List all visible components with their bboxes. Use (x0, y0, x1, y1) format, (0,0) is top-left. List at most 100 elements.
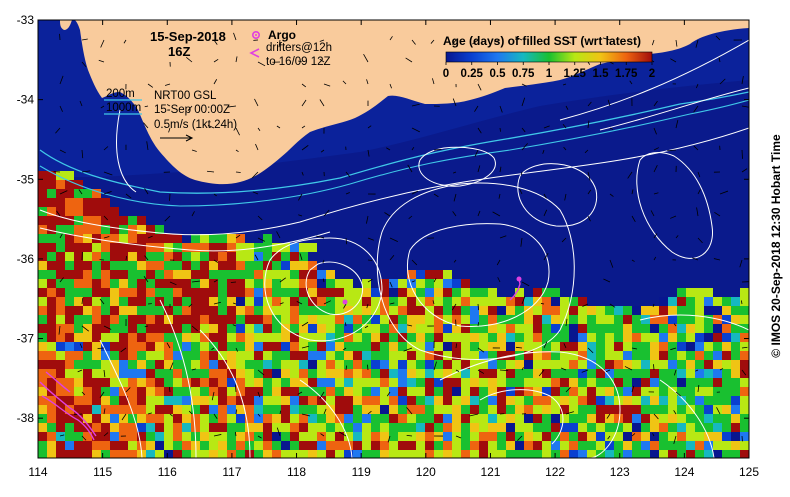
sst-age-cell (722, 297, 731, 306)
sst-age-cell (308, 441, 317, 450)
sst-age-cell (695, 396, 704, 405)
sst-age-cell (326, 351, 335, 360)
sst-age-cell (524, 360, 533, 369)
sst-age-cell (299, 441, 308, 450)
sst-age-cell (308, 306, 317, 315)
sst-age-cell (110, 297, 119, 306)
sst-age-cell (128, 369, 137, 378)
sst-age-cell (164, 297, 173, 306)
sst-age-cell (92, 306, 101, 315)
sst-age-cell (155, 360, 164, 369)
sst-age-cell (137, 234, 146, 243)
sst-age-cell (299, 279, 308, 288)
argo-label: Argo (268, 28, 296, 42)
sst-age-cell (326, 360, 335, 369)
sst-age-cell (92, 324, 101, 333)
sst-age-cell (290, 360, 299, 369)
sst-age-cell (641, 351, 650, 360)
lon-tick-label: 124 (674, 465, 694, 479)
sst-age-cell (164, 270, 173, 279)
map-date: 15-Sep-2018 (150, 29, 226, 44)
sst-age-cell (434, 297, 443, 306)
sst-age-cell (641, 306, 650, 315)
sst-age-cell (623, 432, 632, 441)
sst-age-cell (470, 324, 479, 333)
sst-age-cell (272, 414, 281, 423)
sst-age-cell (731, 432, 740, 441)
sst-age-cell (326, 387, 335, 396)
sst-age-cell (236, 270, 245, 279)
colorbar-tick-label: 1 (546, 68, 553, 80)
sst-age-cell (524, 315, 533, 324)
lat-tick-label: -34 (17, 93, 35, 107)
sst-age-cell (137, 414, 146, 423)
sst-age-cell (713, 441, 722, 450)
sst-age-cell (614, 405, 623, 414)
sst-age-cell (407, 378, 416, 387)
sst-age-cell (119, 216, 128, 225)
sst-age-cell (344, 387, 353, 396)
sst-age-cell (371, 432, 380, 441)
sst-age-cell (74, 333, 83, 342)
sst-age-cell (407, 333, 416, 342)
sst-age-cell (281, 360, 290, 369)
sst-age-cell (425, 387, 434, 396)
sst-age-cell (281, 414, 290, 423)
sst-age-cell (92, 396, 101, 405)
sst-age-cell (713, 360, 722, 369)
sst-age-cell (434, 432, 443, 441)
sst-age-cell (578, 405, 587, 414)
sst-age-cell (650, 333, 659, 342)
sst-age-cell (353, 387, 362, 396)
sst-age-cell (461, 396, 470, 405)
sst-age-cell (83, 198, 92, 207)
sst-age-cell (209, 441, 218, 450)
sst-age-cell (38, 180, 47, 189)
sst-age-cell (704, 324, 713, 333)
sst-age-cell (470, 378, 479, 387)
sst-age-cell (596, 306, 605, 315)
sst-age-cell (272, 324, 281, 333)
sst-age-cell (74, 360, 83, 369)
sst-age-cell (623, 324, 632, 333)
sst-age-cell (380, 441, 389, 450)
sst-age-cell (200, 288, 209, 297)
sst-age-cell (209, 315, 218, 324)
sst-age-cell (722, 342, 731, 351)
sst-age-cell (119, 423, 128, 432)
sst-age-cell (479, 432, 488, 441)
sst-age-cell (650, 324, 659, 333)
sst-age-cell (74, 387, 83, 396)
model-label-line1: NRT00 GSL (154, 90, 217, 102)
sst-age-cell (569, 369, 578, 378)
sst-age-cell (434, 333, 443, 342)
sst-age-cell (227, 315, 236, 324)
sst-age-cell (146, 414, 155, 423)
current-arrow (236, 409, 237, 414)
sst-age-cell (56, 441, 65, 450)
sst-age-cell (362, 360, 371, 369)
sst-age-cell (398, 306, 407, 315)
sst-age-cell (182, 270, 191, 279)
sst-age-cell (218, 405, 227, 414)
sst-age-cell (245, 279, 254, 288)
sst-age-cell (713, 378, 722, 387)
sst-age-cell (92, 333, 101, 342)
sst-age-cell (200, 414, 209, 423)
sst-age-cell (704, 342, 713, 351)
sst-age-cell (119, 450, 128, 468)
sst-age-cell (155, 432, 164, 441)
sst-age-cell (218, 297, 227, 306)
sst-age-cell (200, 369, 209, 378)
sst-age-cell (254, 297, 263, 306)
sst-age-cell (299, 333, 308, 342)
sst-age-cell (335, 396, 344, 405)
sst-age-cell (155, 378, 164, 387)
sst-age-cell (164, 252, 173, 261)
sst-age-cell (164, 333, 173, 342)
sst-age-cell (290, 387, 299, 396)
sst-age-cell (731, 405, 740, 414)
sst-age-cell (416, 270, 425, 279)
sst-age-cell (56, 360, 65, 369)
